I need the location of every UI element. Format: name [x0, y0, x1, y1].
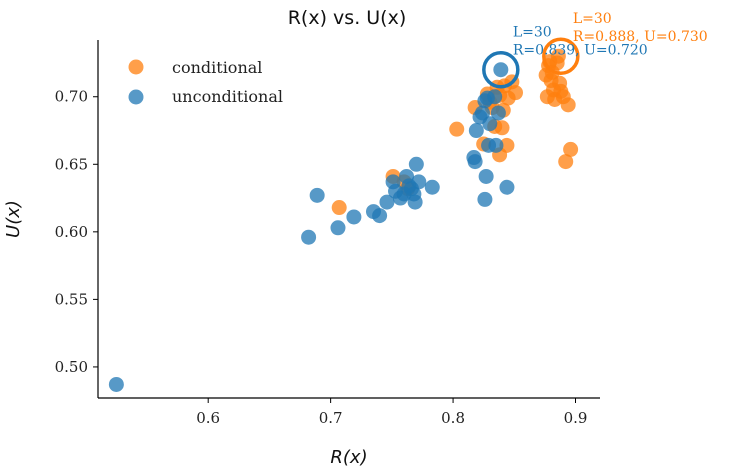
highlight-label-conditional-line1: L=30	[573, 11, 612, 27]
scatter-point	[449, 121, 465, 137]
scatter-point	[474, 105, 490, 121]
scatter-point	[494, 120, 510, 136]
scatter-point	[407, 194, 423, 210]
scatter-point	[499, 179, 515, 195]
scatter-point	[108, 376, 124, 392]
legend-label-conditional: conditional	[172, 58, 262, 77]
scatter-point	[490, 105, 506, 121]
y-tick-label: 0.70	[55, 88, 88, 106]
scatter-point	[477, 191, 493, 207]
axes	[97, 40, 600, 399]
highlight-label-unconditional-line2: R=0.839, U=0.720	[513, 43, 648, 59]
data-points	[108, 48, 579, 392]
scatter-point	[563, 141, 579, 157]
scatter-point	[372, 208, 388, 224]
x-tick-label: 0.8	[441, 409, 465, 427]
scatter-point	[508, 85, 524, 101]
scatter-point	[560, 97, 576, 113]
scatter-point	[488, 137, 504, 153]
highlight-ring-unconditional	[482, 50, 520, 89]
scatter-point	[467, 154, 483, 170]
scatter-point	[558, 154, 574, 170]
highlight-label-conditional-line2: R=0.888, U=0.730	[573, 29, 708, 45]
highlight-label-unconditional-line1: L=30	[513, 25, 552, 41]
chart-title: R(x) vs. U(x)	[288, 7, 407, 29]
scatter-point	[330, 220, 346, 236]
series-unconditional	[108, 62, 515, 392]
scatter-point	[482, 116, 498, 132]
y-tick-label: 0.60	[55, 223, 88, 241]
highlight-annotations: L=30 R=0.888, U=0.730 L=30 R=0.839, U=0.720	[482, 11, 708, 89]
scatter-point	[468, 123, 484, 139]
scatter-point	[411, 174, 427, 190]
legend-marker-conditional	[128, 59, 144, 75]
scatter-point	[478, 168, 494, 184]
scatter-point	[408, 156, 424, 172]
scatter-point	[309, 187, 325, 203]
x-axis-label: R(x)	[330, 447, 367, 468]
series-conditional	[331, 48, 579, 216]
scatter-point	[424, 179, 440, 195]
y-tick-label: 0.65	[55, 155, 88, 173]
legend: conditional unconditional	[128, 58, 283, 106]
x-tick-label: 0.6	[196, 409, 220, 427]
legend-marker-unconditional	[128, 89, 144, 105]
scatter-point	[379, 194, 395, 210]
scatter-point	[499, 137, 515, 153]
highlight-ring-conditional	[542, 37, 580, 75]
y-ticks: 0.50 0.55 0.60 0.65 0.70	[55, 88, 98, 376]
scatter-point	[301, 229, 317, 245]
scatter-point	[487, 89, 503, 105]
y-tick-label: 0.55	[55, 290, 88, 308]
x-tick-label: 0.9	[564, 409, 588, 427]
y-axis-label: U(x)	[3, 200, 24, 238]
y-tick-label: 0.50	[55, 358, 88, 376]
scatter-point	[331, 200, 347, 216]
scatter-point	[550, 48, 566, 64]
scatter-point	[493, 62, 509, 78]
scatter-point	[346, 209, 362, 225]
legend-label-unconditional: unconditional	[172, 87, 283, 106]
x-ticks: 0.6 0.7 0.8 0.9	[196, 398, 587, 427]
x-tick-label: 0.7	[319, 409, 343, 427]
